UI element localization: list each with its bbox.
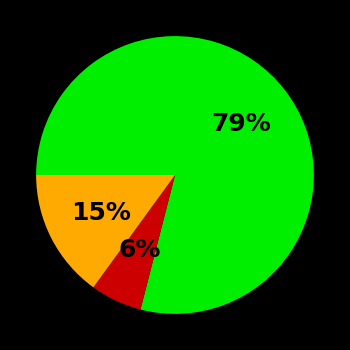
Text: 15%: 15% <box>71 201 131 225</box>
Text: 6%: 6% <box>118 238 161 262</box>
Wedge shape <box>93 175 175 309</box>
Text: 79%: 79% <box>211 112 271 136</box>
Wedge shape <box>36 36 314 314</box>
Wedge shape <box>36 175 175 287</box>
